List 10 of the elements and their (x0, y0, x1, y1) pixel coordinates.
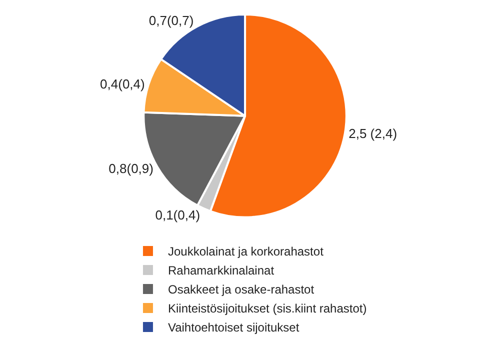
legend-label: Joukkolainat ja korkorahastot (168, 244, 324, 259)
data-label: 0,8(0,9) (108, 160, 154, 176)
data-label: 0,4(0,4) (100, 76, 145, 92)
legend-label: Osakkeet ja osake-rahastot (168, 282, 315, 297)
data-label: 0,1(0,4) (155, 207, 200, 222)
legend-label: Kiinteistösijoitukset (sis.kiint rahastot) (168, 302, 367, 316)
legend-label: Vaihtoehtoiset sijoitukset (168, 320, 300, 335)
data-label: 2,5 (2,4) (348, 126, 398, 142)
data-label: 0,7(0,7) (148, 13, 194, 28)
legend-label: Rahamarkkinalainat (168, 264, 275, 278)
